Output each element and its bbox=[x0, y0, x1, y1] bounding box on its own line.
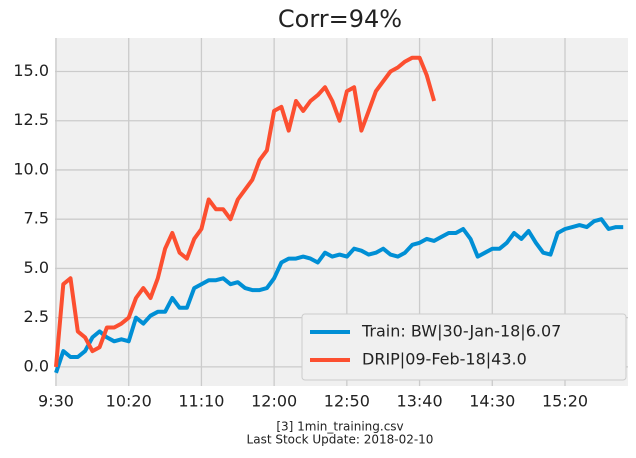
y-tick-label: 10.0 bbox=[13, 159, 49, 178]
series-line bbox=[54, 217, 624, 374]
x-tick-label: 12:00 bbox=[251, 392, 297, 411]
y-tick-label: 12.5 bbox=[13, 110, 49, 129]
y-tick-label: 2.5 bbox=[24, 307, 49, 326]
legend-label: DRIP|09-Feb-18|43.0 bbox=[362, 350, 527, 369]
legend: Train: BW|30-Jan-18|6.07 DRIP|09-Feb-18|4… bbox=[301, 313, 627, 381]
y-tick-label: 5.0 bbox=[24, 258, 49, 277]
series-line bbox=[54, 55, 437, 368]
x-tick-label: 11:10 bbox=[178, 392, 224, 411]
y-tick-label: 15.0 bbox=[13, 61, 49, 80]
footer: Last Stock Update: 2018-02-10 bbox=[247, 433, 434, 447]
x-tick-label: 14:30 bbox=[469, 392, 515, 411]
footer: [3] 1min_training.csv bbox=[276, 420, 403, 434]
marks bbox=[54, 55, 624, 374]
x-tick-label: 12:50 bbox=[324, 392, 370, 411]
y-tick-label: 0.0 bbox=[24, 356, 49, 375]
x-tick-label: 15:20 bbox=[542, 392, 588, 411]
x-tick-label: 13:40 bbox=[397, 392, 443, 411]
x-tick-label: 9:30 bbox=[38, 392, 74, 411]
legend-label: Train: BW|30-Jan-18|6.07 bbox=[361, 322, 561, 341]
chart-title: Corr=94% bbox=[278, 5, 402, 33]
legend-box bbox=[301, 313, 627, 381]
x-tick-label: 10:20 bbox=[106, 392, 152, 411]
y-tick-label: 7.5 bbox=[24, 209, 49, 228]
